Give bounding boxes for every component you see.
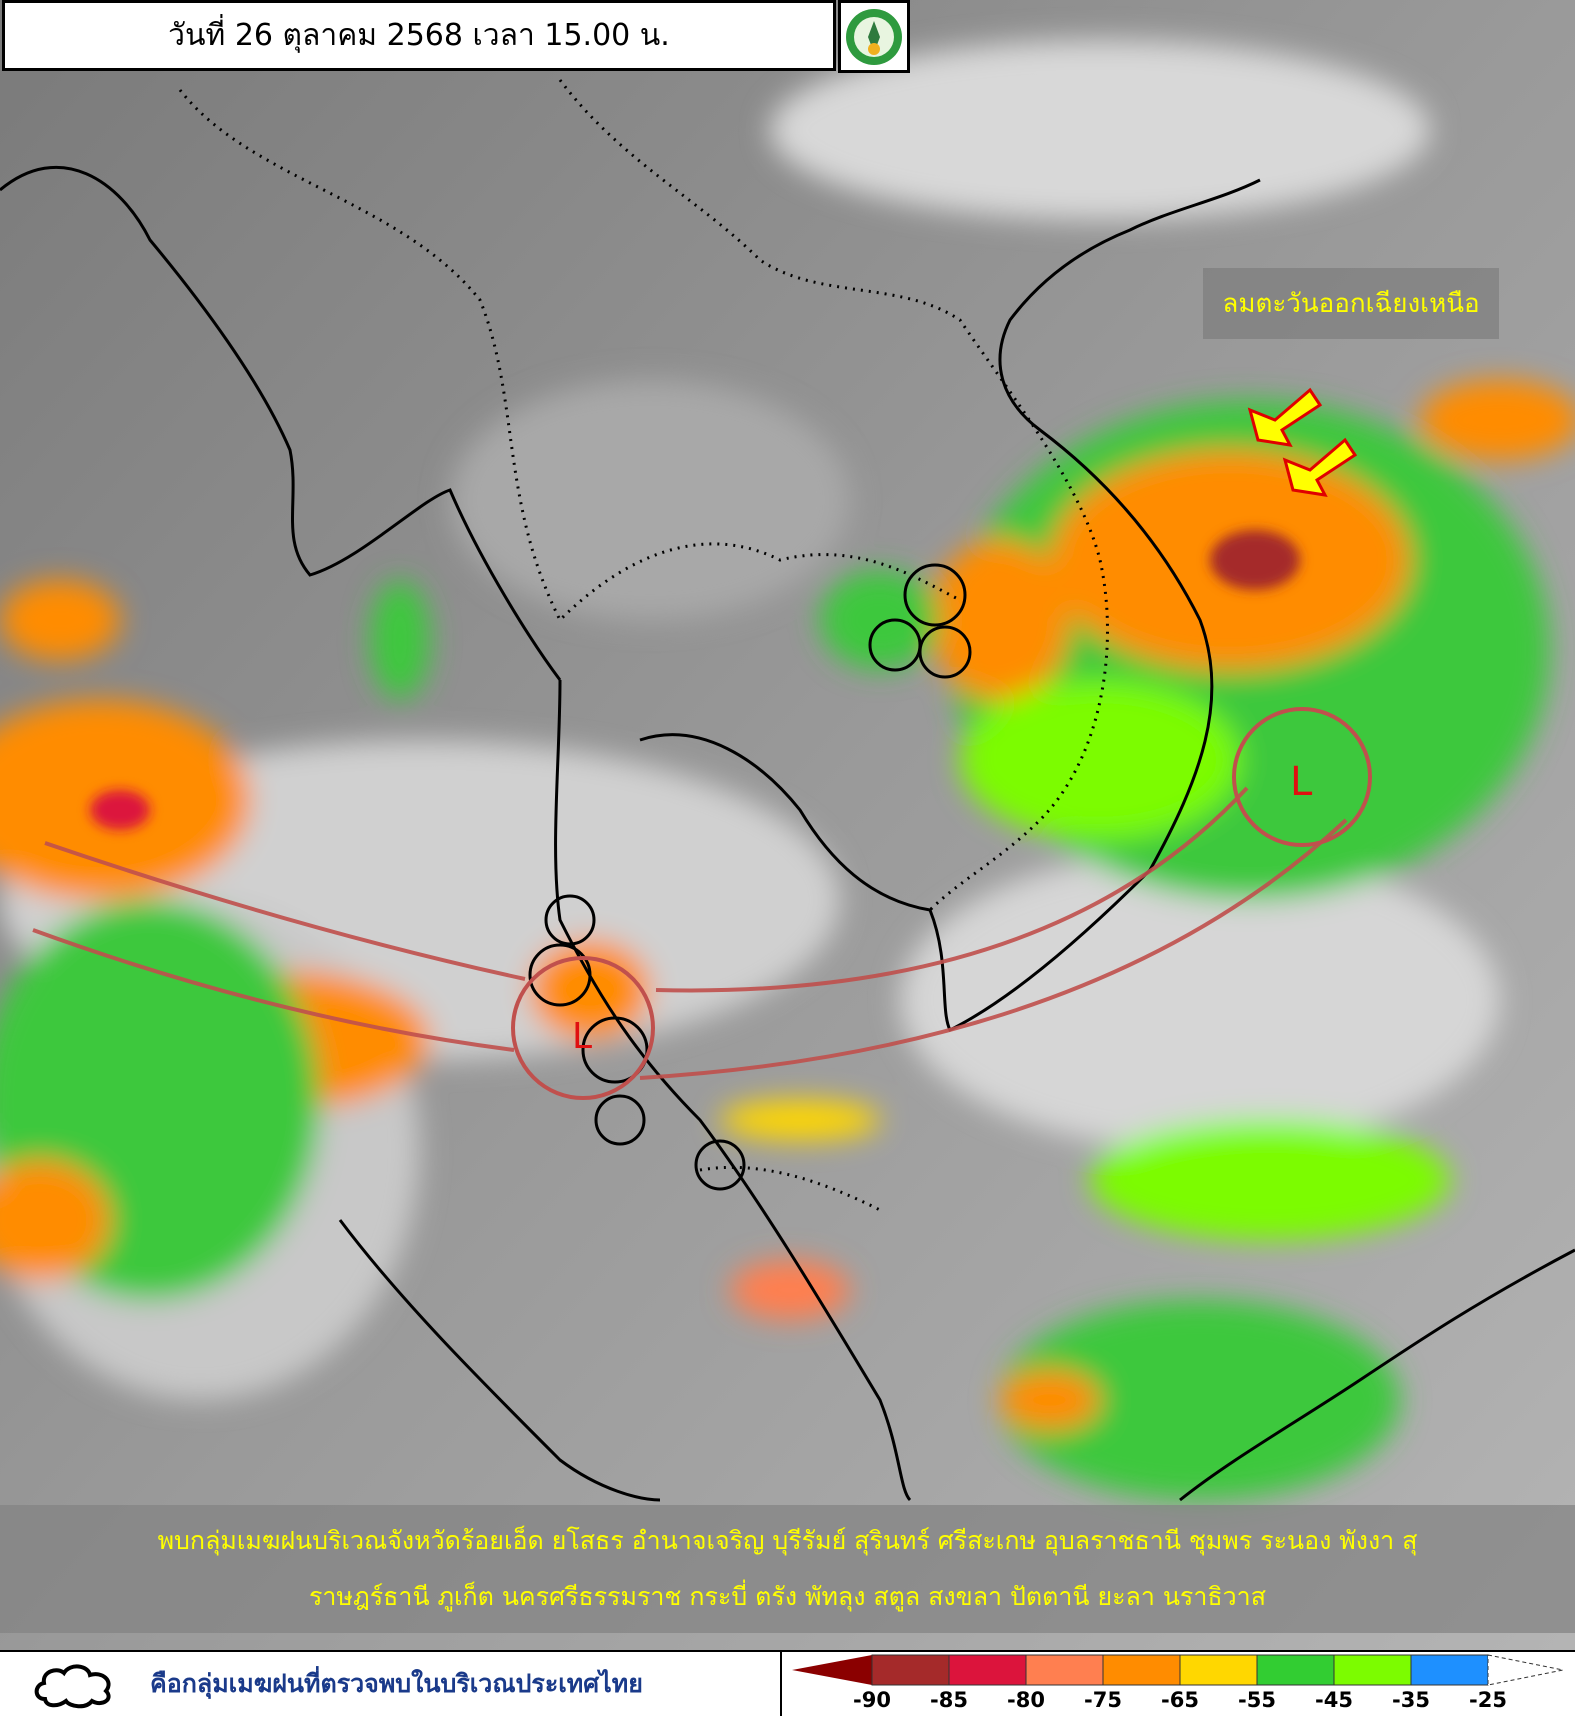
rain-cloud-outlines — [528, 563, 972, 1191]
colorbar-tick-label: -75 — [1084, 1688, 1122, 1712]
cloud-field — [0, 40, 1575, 1500]
cloud-symbol-legend: คือกลุ่มเมฆฝนที่ตรวจพบในบริเวณประเทศไทย — [0, 1650, 782, 1716]
wind-label: ลมตะวันออกเฉียงเหนือ — [1203, 268, 1499, 339]
caption-line-1: พบกลุ่มเมฆฝนบริเวณจังหวัดร้อยเอ็ด ยโสธร … — [157, 1526, 1418, 1555]
temperature-colorbar: -90 -85 -80 -75 -65 -55 -45 -35 -25 — [782, 1650, 1575, 1716]
rain-cloud-icon — [34, 1664, 111, 1709]
colorbar-tick-label: -35 — [1392, 1688, 1430, 1712]
colorbar-segment — [948, 1654, 1027, 1686]
colorbar-tick-label: -65 — [1161, 1688, 1199, 1712]
cloud-symbol-description: คือกลุ่มเมฆฝนที่ตรวจพบในบริเวณประเทศไทย — [150, 1669, 643, 1698]
colorbar-segment — [871, 1654, 950, 1686]
coastlines — [0, 165, 1575, 1502]
colorbar-tick-label: -55 — [1238, 1688, 1276, 1712]
low-pressure-marker-west: L — [572, 1016, 592, 1057]
wind-direction-arrow-icon — [1247, 387, 1358, 497]
trough-lines — [32, 786, 1348, 1080]
colorbar-arrow-high — [1487, 1654, 1564, 1686]
colorbar-tick-label: -85 — [930, 1688, 968, 1712]
colorbar-tick-label: -80 — [1007, 1688, 1045, 1712]
colorbar-tick-label: -90 — [853, 1688, 891, 1712]
colorbar-segment — [1025, 1654, 1104, 1686]
colorbar-segment — [1179, 1654, 1258, 1686]
colorbar-arrow-low — [792, 1655, 872, 1685]
colorbar-tick-label: -45 — [1315, 1688, 1353, 1712]
rain-area-caption: พบกลุ่มเมฆฝนบริเวณจังหวัดร้อยเอ็ด ยโสธร … — [0, 1505, 1575, 1633]
cold-cloud-cores — [90, 530, 1300, 830]
colorbar-segment — [1410, 1654, 1489, 1686]
colorbar-tick-label: -25 — [1469, 1688, 1507, 1712]
tmd-logo — [838, 0, 910, 73]
colorbar-segment — [1102, 1654, 1181, 1686]
logo-emblem-icon — [846, 8, 902, 65]
colorbar-graphic — [792, 1654, 1564, 1686]
colorbar-segment — [1333, 1654, 1412, 1686]
low-pressure-circle-east — [1232, 707, 1372, 847]
caption-line-2: ราษฎร์ธานี ภูเก็ต นครศรีธรรมราช กระบี่ ต… — [309, 1582, 1266, 1611]
colorbar-segment — [1256, 1654, 1335, 1686]
low-pressure-marker-east: L — [1290, 759, 1313, 805]
map-title: วันที่ 26 ตุลาคม 2568 เวลา 15.00 น. — [2, 0, 836, 71]
low-pressure-circle-west — [511, 956, 655, 1100]
colorbar-ticks: -90 -85 -80 -75 -65 -55 -45 -35 -25 — [782, 1688, 1575, 1714]
